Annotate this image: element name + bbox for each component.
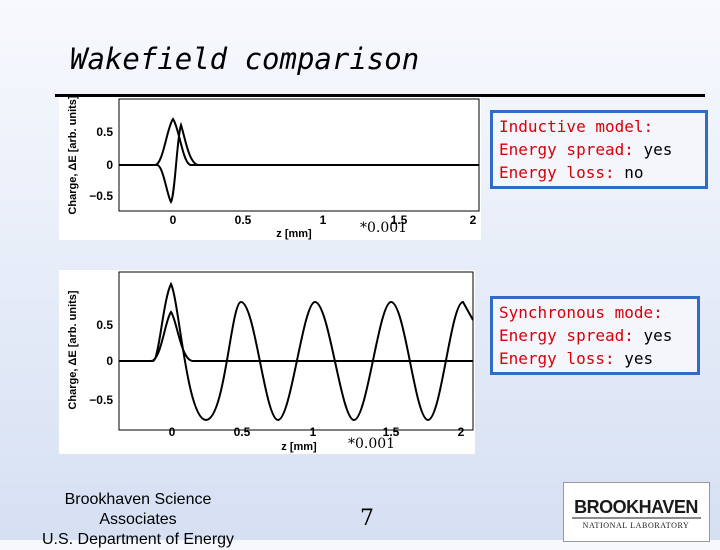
x-tick: 0.5 [235, 213, 252, 227]
y-tick: 0.5 [96, 125, 113, 139]
logo-subtitle: NATIONAL LABORATORY [583, 521, 690, 530]
y-tick: −0.5 [89, 189, 113, 203]
x-tick: 0.5 [234, 425, 251, 439]
inductive-model-note: Inductive model: Energy spread: yes Ener… [490, 110, 708, 189]
title-underline [55, 94, 705, 97]
footer-line: Associates [99, 511, 177, 528]
synchronous-wake-plot: Charge, ΔE [arb. units] 0.5 0 −0.5 0 0.5… [59, 270, 475, 454]
slide-title: Wakefield comparison [70, 42, 420, 76]
model-name: Inductive model: [499, 117, 654, 136]
y-axis-label: Charge, ΔE [arb. units] [67, 97, 79, 215]
x-tick: 1.5 [391, 213, 408, 227]
logo-wordmark: BROOKHAVEN [574, 497, 698, 517]
x-tick: 2 [470, 213, 477, 227]
x-tick: 2 [458, 425, 465, 439]
loss-value: yes [624, 349, 654, 368]
x-tick: 0 [170, 213, 177, 227]
spread-value: yes [643, 326, 673, 345]
y-tick: 0.5 [96, 318, 113, 332]
x-tick: 1.5 [383, 425, 400, 439]
loss-label: Energy loss: [499, 163, 615, 182]
x-tick: 0 [169, 425, 176, 439]
y-axis-label: Charge, ΔE [arb. units] [67, 290, 79, 409]
y-tick: 0 [106, 354, 113, 368]
x-axis-label: z [mm] [281, 441, 317, 453]
charge-curve [119, 117, 479, 166]
x-tick: 1 [320, 213, 327, 227]
model-name: Synchronous mode: [499, 303, 663, 322]
y-tick: 0 [106, 158, 113, 172]
scale-factor-label: *0.001 [348, 436, 396, 452]
scale-factor-label: *0.001 [360, 220, 408, 236]
footer-affiliation: Brookhaven Science Associates U.S. Depar… [30, 490, 246, 550]
energy-curve [119, 121, 479, 205]
inductive-wake-plot: Charge, ΔE [arb. units] 0.5 0 −0.5 0 0.5… [59, 97, 481, 240]
brookhaven-logo: BROOKHAVEN NATIONAL LABORATORY [563, 482, 710, 542]
footer-line: U.S. Department of Energy [41, 531, 235, 548]
x-axis-label: z [mm] [276, 228, 312, 240]
synchronous-mode-note: Synchronous mode: Energy spread: yes Ene… [490, 296, 700, 375]
x-tick: 1 [310, 425, 317, 439]
loss-value: no [624, 163, 644, 182]
spread-label: Energy spread: [499, 140, 634, 159]
y-tick: −0.5 [89, 393, 113, 407]
page-number: 7 [360, 506, 374, 531]
footer-line: Brookhaven Science [64, 491, 212, 508]
spread-value: yes [643, 140, 673, 159]
spread-label: Energy spread: [499, 326, 634, 345]
charge-curve [119, 310, 473, 362]
loss-label: Energy loss: [499, 349, 615, 368]
energy-curve [119, 281, 474, 422]
